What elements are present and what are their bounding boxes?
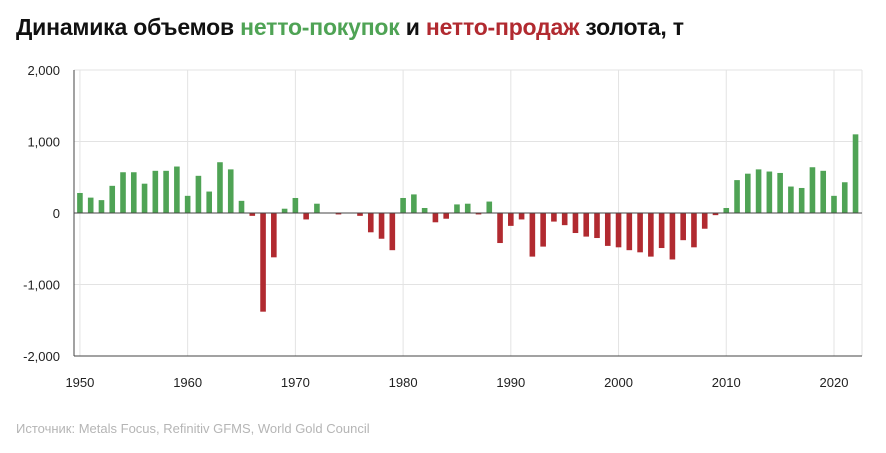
source-note: Источник: Metals Focus, Refinitiv GFMS, … — [16, 421, 370, 436]
bar-net-purchase — [809, 167, 816, 213]
bar-net-sale — [303, 213, 309, 220]
bar-net-purchase — [184, 195, 191, 213]
y-tick-label: 0 — [53, 206, 60, 221]
bar-net-sale — [378, 213, 385, 239]
bar-net-purchase — [77, 192, 83, 213]
bar-net-purchase — [163, 170, 169, 213]
bar-net-purchase — [141, 183, 148, 213]
bar-net-sale — [648, 213, 654, 257]
bar-net-purchase — [314, 203, 320, 213]
bar-net-sale — [551, 213, 557, 222]
bar-net-purchase — [411, 194, 417, 213]
title-net-sales: нетто-продаж — [425, 14, 580, 40]
x-tick-label: 1950 — [65, 375, 94, 390]
bar-net-purchase — [400, 197, 406, 213]
title-part-2: и — [399, 14, 426, 40]
bar-net-purchase — [798, 187, 805, 213]
bar-net-purchase — [745, 173, 751, 213]
bar-net-sale — [271, 213, 277, 258]
bar-net-purchase — [87, 197, 94, 213]
bar-net-sale — [637, 213, 643, 253]
bar-net-purchase — [130, 172, 137, 213]
title-net-purchases: нетто-покупок — [240, 14, 400, 40]
bar-net-sale — [357, 213, 363, 216]
bar-net-sale — [260, 213, 266, 312]
bar-net-sale — [604, 213, 611, 246]
bar-net-purchase — [734, 180, 740, 213]
bar-net-purchase — [831, 195, 837, 213]
bar-net-sale — [518, 213, 525, 220]
bar-net-purchase — [281, 208, 288, 213]
y-tick-label: -1,000 — [23, 278, 60, 293]
bar-net-sale — [583, 213, 590, 237]
bar-net-sale — [335, 213, 342, 215]
title-part-1: Динамика объемов — [16, 14, 241, 40]
x-tick-label: 2020 — [820, 375, 849, 390]
x-tick-labels: 1950 1960 1970 1980 1990 2000 2010 2020 — [65, 375, 848, 390]
y-tick-label: 2,000 — [27, 63, 60, 78]
bar-net-sale — [508, 213, 514, 226]
x-tick-label: 2000 — [604, 375, 633, 390]
x-tick-label: 1990 — [496, 375, 525, 390]
bar-net-purchase — [98, 200, 105, 213]
bar-net-sale — [529, 213, 536, 257]
bar-net-sale — [249, 213, 256, 216]
bar-net-purchase — [464, 203, 471, 213]
bar-net-sale — [497, 213, 503, 244]
bar-net-purchase — [152, 170, 159, 213]
chart-title: Динамика объемов нетто-покупок и нетто-п… — [16, 14, 684, 41]
x-tick-label: 1980 — [389, 375, 418, 390]
bar-net-sale — [701, 213, 708, 229]
bar-chart: 2,000 1,000 0 -1,000 -2,000 1950 1960 1970 1980… — [23, 63, 863, 390]
bar-net-sale — [669, 213, 676, 260]
bar-net-sale — [389, 213, 396, 251]
bar-net-purchase — [227, 169, 234, 213]
bar-net-purchase — [421, 207, 428, 213]
bar-net-purchase — [120, 172, 126, 213]
bar-net-sale — [572, 213, 579, 234]
bar-net-sale — [658, 213, 665, 249]
bar-net-purchase — [841, 182, 848, 213]
bar-net-purchase — [217, 162, 223, 213]
bar-net-purchase — [723, 207, 730, 213]
bar-net-purchase — [174, 166, 180, 213]
bar-net-sale — [367, 213, 374, 233]
bar-net-purchase — [766, 171, 773, 213]
y-tick-labels: 2,000 1,000 0 -1,000 -2,000 — [23, 63, 60, 364]
x-tick-label: 1970 — [281, 375, 310, 390]
bar-net-sale — [540, 213, 546, 247]
bar-net-purchase — [206, 191, 212, 213]
bar-net-sale — [691, 213, 697, 248]
bars — [77, 134, 859, 312]
bar-net-sale — [712, 213, 719, 216]
bar-net-sale — [475, 213, 482, 215]
bar-net-purchase — [820, 170, 827, 213]
bar-net-purchase — [777, 172, 783, 213]
bar-net-purchase — [486, 201, 493, 213]
bar-net-purchase — [292, 197, 299, 213]
bar-net-sale — [443, 213, 449, 219]
bar-net-sale — [626, 213, 633, 251]
bar-net-purchase — [755, 169, 762, 213]
y-tick-label: -2,000 — [23, 349, 60, 364]
x-tick-label: 1960 — [173, 375, 202, 390]
bar-net-purchase — [195, 175, 202, 213]
bar-net-sale — [432, 213, 439, 223]
bar-net-sale — [615, 213, 622, 248]
x-tick-label: 2010 — [712, 375, 741, 390]
title-part-3: золота, т — [579, 14, 684, 40]
bar-net-sale — [594, 213, 600, 239]
bar-net-purchase — [788, 186, 794, 213]
y-tick-label: 1,000 — [27, 135, 60, 150]
bar-net-purchase — [454, 204, 460, 213]
bar-net-purchase — [238, 200, 245, 213]
bar-net-sale — [561, 213, 568, 226]
bar-net-purchase — [852, 134, 859, 213]
axes — [73, 70, 862, 357]
bar-net-sale — [680, 213, 686, 241]
bar-net-purchase — [109, 185, 116, 213]
